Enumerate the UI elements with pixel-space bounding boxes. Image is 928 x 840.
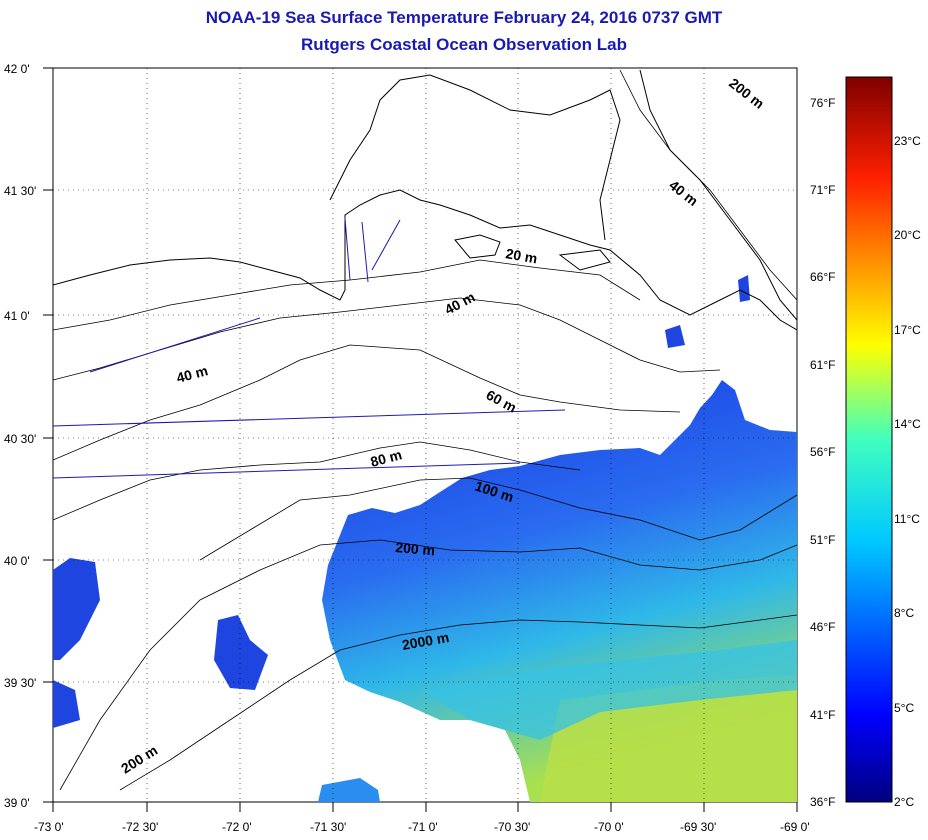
colorbar-c-8: 8°C [894,606,915,620]
contour-60m [53,344,681,461]
axis-ticks [43,67,798,812]
graticule [53,68,797,802]
sst-west-patch-2 [53,680,80,728]
lat-label-41: 41 0' [4,309,30,323]
colorbar-f-51: 51°F [810,533,836,547]
contour-label-20m: 20 m [504,245,538,266]
lat-label-42: 42 0' [4,62,30,76]
island-outline [454,234,501,259]
contour-label-200m-mid: 200 m [395,539,436,558]
colorbar-f-41: 41°F [810,708,836,722]
lat-label-40-30: 40 30' [4,432,37,446]
lon-label-69-30: -69 30' [680,820,717,834]
lat-label-41-30: 41 30' [4,184,37,198]
sst-coast-patch-2 [738,275,750,302]
lon-label-70-30: -70 30' [494,820,531,834]
map-subtitle: Rutgers Coastal Ocean Observation Lab [301,35,627,54]
lon-label-73: -73 0' [34,820,64,834]
sst-mid-patch [214,615,268,690]
lon-label-70: -70 0' [594,820,624,834]
transect-line-2 [53,462,521,479]
colorbar-c-2: 2°C [894,795,915,809]
contour-2000m [119,614,797,791]
coastline-north [329,74,621,241]
transect-line-4 [89,317,261,373]
contour-label-80m: 80 m [369,446,404,470]
colorbar-f-36: 36°F [810,795,836,809]
colorbar [845,76,893,803]
lon-label-72: -72 0' [222,820,252,834]
contour-label-40m-west: 40 m [175,362,210,386]
colorbar-c-23: 23°C [894,134,921,148]
lon-label-72-30: -72 30' [122,820,159,834]
colorbar-c-14: 14°C [894,417,921,431]
colorbar-f-46: 46°F [810,620,836,634]
sst-cyan-band [420,640,797,740]
lat-label-40: 40 0' [4,554,30,568]
colorbar-f-71: 71°F [810,183,836,197]
island-outline-2 [558,249,611,271]
sst-coast-patch [665,325,685,348]
colorbar-c-11: 11°C [894,512,920,526]
colorbar-c-20: 20°C [894,228,921,242]
lon-label-69: -69 0' [780,820,810,834]
transect-line-3 [344,217,401,283]
lat-label-39: 39 0' [4,796,30,810]
lon-label-71: -71 0' [408,820,438,834]
coastline [53,189,797,331]
transect-line-1 [53,409,566,427]
contour-200m [59,539,797,791]
colorbar-c-17: 17°C [894,323,921,337]
colorbar-f-76: 76°F [810,96,836,110]
colorbar-f-61: 61°F [810,358,836,372]
sst-bottom-patch [318,778,380,802]
contour-100m [199,477,797,561]
colorbar-c-5: 5°C [894,701,915,715]
contour-80m [53,441,581,521]
lon-label-71-30: -71 30' [310,820,347,834]
map-title: NOAA-19 Sea Surface Temperature February… [205,8,723,27]
sst-west-patch [53,558,100,660]
lat-label-39-30: 39 30' [4,676,37,690]
colorbar-f-66: 66°F [810,270,836,284]
contour-200m-north [619,69,797,301]
cape-cod [639,69,797,321]
colorbar-f-56: 56°F [810,445,836,459]
